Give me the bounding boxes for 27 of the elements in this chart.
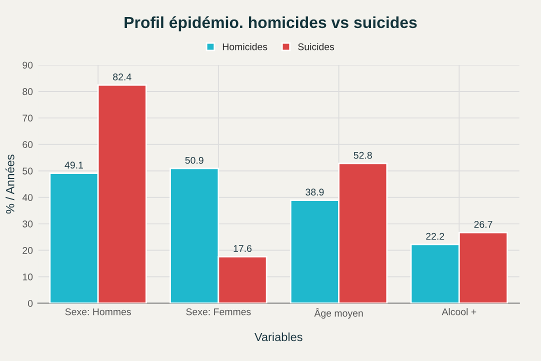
legend-label: Homicides xyxy=(222,43,268,50)
data-label: 50.9 xyxy=(185,156,204,164)
data-label: 49.1 xyxy=(64,162,83,169)
y-tick-label: 10 xyxy=(22,274,33,280)
data-label: 22.2 xyxy=(426,232,444,240)
x-tick-label: Sexe: Femmes xyxy=(186,308,251,316)
y-tick-label: 40 xyxy=(22,194,33,201)
legend-label: Suicides xyxy=(298,43,334,50)
y-axis-title: % / Années xyxy=(5,154,14,214)
chart-title: Profil épidémio. homicides vs suicides xyxy=(124,16,417,32)
y-tick-label: 90 xyxy=(22,62,33,69)
data-label: 52.8 xyxy=(354,152,372,159)
x-tick-label: Âge moyen xyxy=(314,308,363,319)
y-tick-label: 60 xyxy=(22,141,33,148)
y-tick-label: 80 xyxy=(22,88,33,96)
y-tick-label: 20 xyxy=(22,247,33,254)
y-tick-label: 70 xyxy=(22,114,33,122)
data-label: 82.4 xyxy=(113,74,132,80)
x-tick-label: Alcool + xyxy=(442,308,476,316)
y-tick-label: 0 xyxy=(28,300,33,307)
data-label: 38.9 xyxy=(306,188,324,196)
y-tick-label: 30 xyxy=(22,220,33,228)
x-tick-label: Sexe: Hommes xyxy=(65,308,131,316)
x-axis-title: Variables xyxy=(254,332,302,342)
y-tick-label: 50 xyxy=(22,168,33,174)
data-label: 26.7 xyxy=(474,220,492,228)
data-label: 17.6 xyxy=(234,245,252,252)
